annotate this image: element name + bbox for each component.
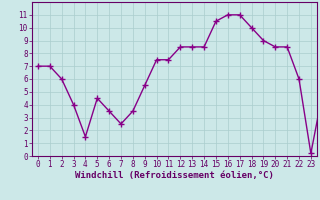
X-axis label: Windchill (Refroidissement éolien,°C): Windchill (Refroidissement éolien,°C): [75, 171, 274, 180]
